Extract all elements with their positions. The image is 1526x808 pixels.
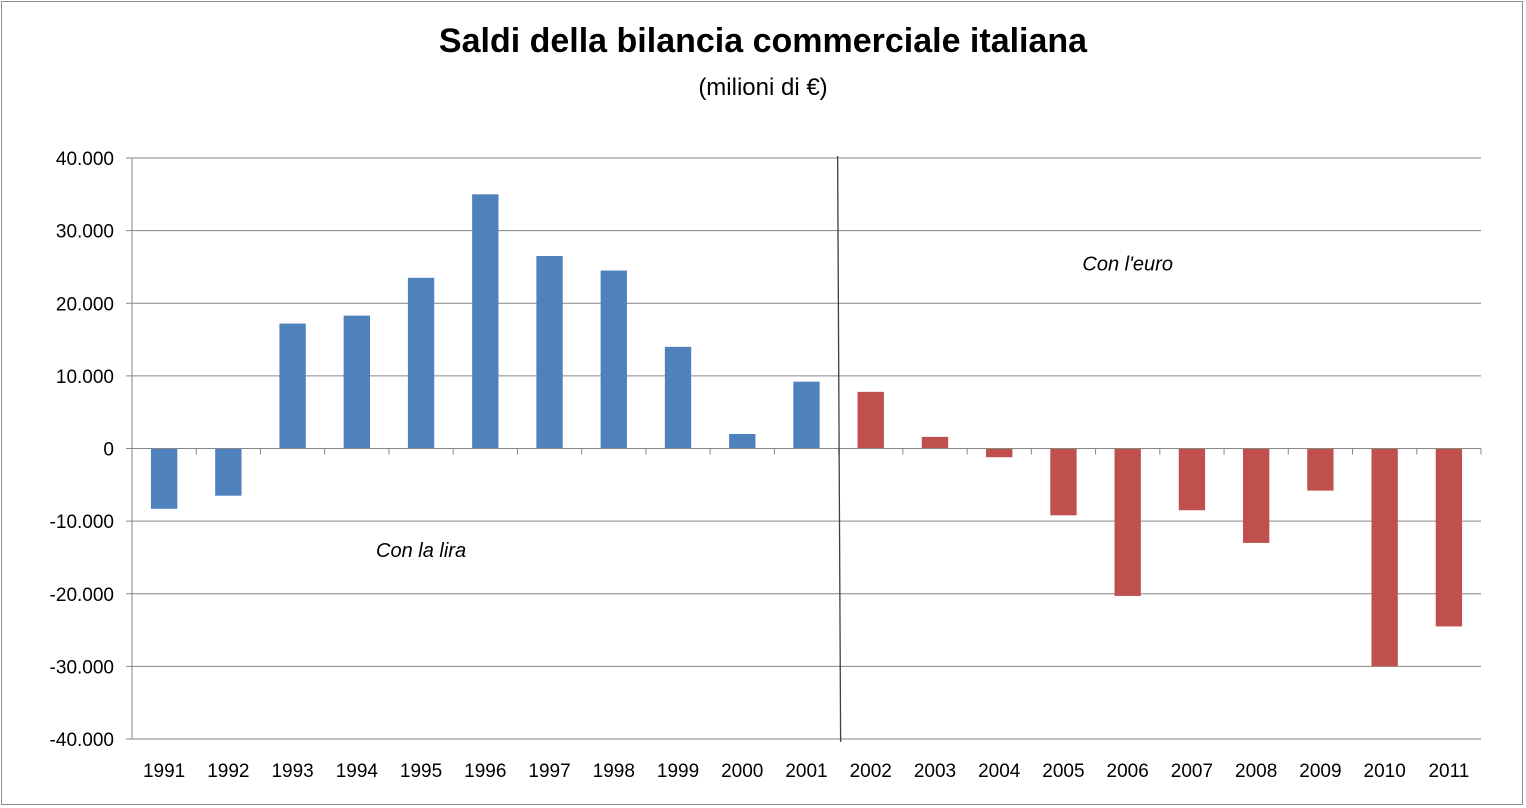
y-tick-label: -20.000 <box>50 585 114 606</box>
x-tick-label: 1992 <box>207 761 249 782</box>
x-tick-label: 1994 <box>336 761 379 782</box>
x-tick-label: 2010 <box>1364 761 1406 782</box>
bar-2004 <box>986 448 1013 458</box>
y-tick-label: 10.000 <box>56 367 114 388</box>
annotations: Con la lira Con l'euro <box>376 253 1173 562</box>
bar-1992 <box>215 448 242 496</box>
bar-2010 <box>1371 448 1398 667</box>
x-tick-label: 1995 <box>400 761 442 782</box>
bar-2011 <box>1435 448 1463 627</box>
x-tick-label: 2007 <box>1171 761 1213 782</box>
bar-2000 <box>729 433 756 449</box>
period-separator-line <box>836 155 842 743</box>
x-tick-label: 2011 <box>1428 761 1469 782</box>
bar-2008 <box>1242 448 1270 543</box>
y-tick-label: 40.000 <box>56 149 114 170</box>
tick-labels: 40.000 30.000 20.000 10.000 0 -10.000 -20.000 -… <box>50 149 1470 782</box>
axes <box>131 155 1482 743</box>
x-tick-label: 2000 <box>721 761 763 782</box>
x-tick-label: 2004 <box>978 761 1021 782</box>
bars <box>150 194 1463 667</box>
y-tick-label: -40.000 <box>50 730 114 751</box>
y-tick-label: 30.000 <box>56 222 114 243</box>
x-tick-label: 2006 <box>1107 761 1149 782</box>
bar-1993 <box>279 323 306 449</box>
bar-1995 <box>407 277 435 449</box>
annotation-label: Con la lira <box>376 540 466 562</box>
x-tick-label: 1999 <box>657 761 699 782</box>
y-tick-label: 20.000 <box>56 294 114 315</box>
chart-title: Saldi della bilancia commerciale italian… <box>438 22 1088 60</box>
y-tick-label: 0 <box>103 440 114 461</box>
x-tick-label: 2005 <box>1042 761 1084 782</box>
x-tick-label: 1997 <box>528 761 570 782</box>
bar-2007 <box>1178 448 1206 511</box>
y-tick-label: -10.000 <box>50 512 114 533</box>
bar-1999 <box>664 346 692 449</box>
bar-2009 <box>1307 448 1334 491</box>
bar-2001 <box>793 381 820 449</box>
bar-1991 <box>150 448 178 509</box>
x-tick-label: 1993 <box>271 761 313 782</box>
x-tick-label: 2008 <box>1235 761 1277 782</box>
annotation-label: Con l'euro <box>1082 253 1173 275</box>
x-tick-label: 2009 <box>1299 761 1341 782</box>
x-tick-label: 2001 <box>785 761 827 782</box>
bar-2003 <box>921 436 949 449</box>
bar-1996 <box>472 194 499 449</box>
bar-2005 <box>1050 448 1077 516</box>
chart-subtitle: (milioni di €) <box>698 74 828 101</box>
bar-2006 <box>1114 448 1141 596</box>
x-tick-label: 2003 <box>914 761 956 782</box>
bar-2002 <box>857 391 884 449</box>
x-tick-label: 1996 <box>464 761 506 782</box>
x-tick-label: 1998 <box>593 761 635 782</box>
x-tick-label: 1991 <box>143 761 185 782</box>
y-tick-label: -30.000 <box>50 657 114 678</box>
bar-1997 <box>536 256 563 449</box>
bar-1998 <box>600 270 627 449</box>
bar-1994 <box>343 315 371 449</box>
x-tick-label: 2002 <box>850 761 892 782</box>
